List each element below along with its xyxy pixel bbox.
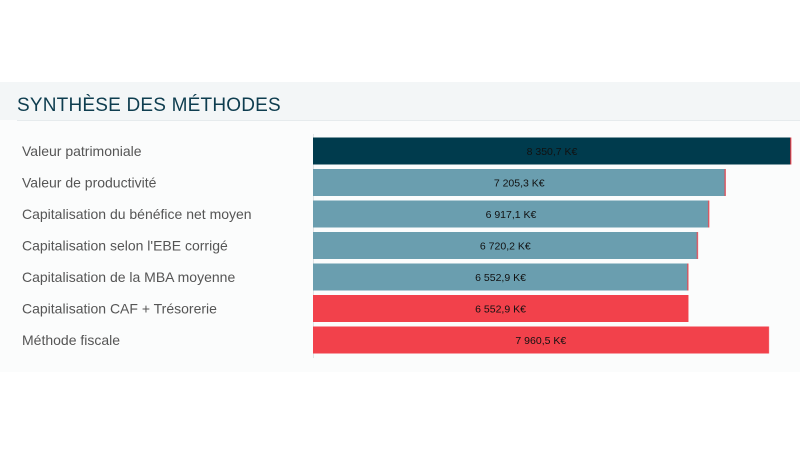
bar-end-marker xyxy=(724,169,726,196)
bar xyxy=(313,200,709,228)
bars-group: Valeur patrimoniale 8 350,7 K€ Valeur de p… xyxy=(22,137,792,354)
bar-end-marker xyxy=(687,295,689,322)
category-label: Valeur patrimoniale xyxy=(22,143,142,159)
bar xyxy=(313,137,791,165)
title-band: SYNTHÈSE DES MÉTHODES xyxy=(0,82,800,120)
data-label: 7 205,3 K€ xyxy=(494,178,545,190)
title-divider xyxy=(17,120,800,121)
bar xyxy=(313,295,689,322)
category-label: Capitalisation de la MBA moyenne xyxy=(22,269,235,285)
category-label: Capitalisation selon l'EBE corrigé xyxy=(22,238,228,254)
data-label: 6 552,9 K€ xyxy=(475,272,526,284)
bar-end-marker xyxy=(696,232,699,259)
chart-title: SYNTHÈSE DES MÉTHODES xyxy=(17,95,281,116)
bar xyxy=(313,232,698,259)
bar-end-marker xyxy=(687,263,689,291)
category-label: Capitalisation du bénéfice net moyen xyxy=(22,206,252,222)
category-label: Méthode fiscale xyxy=(22,332,120,348)
data-label: 6 720,2 K€ xyxy=(480,241,531,253)
bar xyxy=(313,169,726,196)
category-label: Valeur de productivité xyxy=(22,175,157,191)
category-label: Capitalisation CAF + Trésorerie xyxy=(22,301,217,317)
bar-end-marker xyxy=(790,137,792,165)
bar-end-marker xyxy=(707,200,710,228)
bar-end-marker xyxy=(767,326,770,354)
data-label: 7 960,5 K€ xyxy=(515,335,566,347)
data-label: 6 552,9 K€ xyxy=(475,304,526,316)
data-label: 6 917,1 K€ xyxy=(486,209,537,221)
bar xyxy=(313,326,769,354)
bar xyxy=(313,263,689,291)
data-label: 8 350,7 K€ xyxy=(527,146,578,158)
